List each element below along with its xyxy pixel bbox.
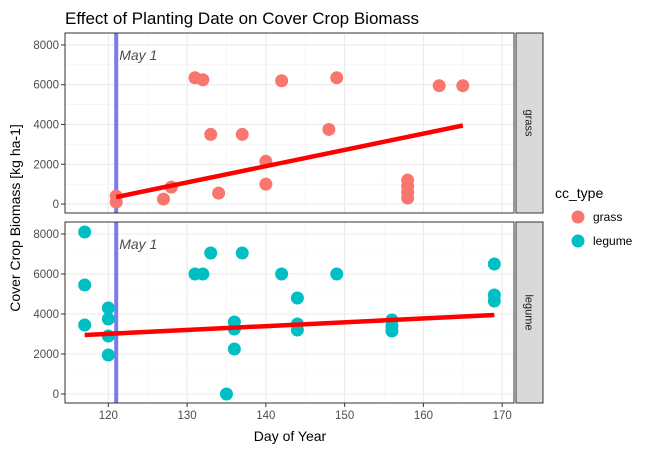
data-point-legume (487, 257, 501, 271)
data-point-grass (432, 79, 446, 93)
data-point-legume (275, 267, 289, 281)
y-tick-label: 2000 (33, 159, 59, 171)
data-point-grass (456, 79, 470, 93)
panel-grass: 0 2000 4000 6000 8000 May 1 grass (33, 32, 544, 214)
x-tick-label: 150 (335, 410, 354, 422)
data-point-legume (78, 318, 92, 332)
panel-border (64, 32, 515, 214)
panel-legume: 0 2000 4000 6000 8000 May 1 legume 120 130 140 150… (33, 221, 544, 422)
data-point-legume (385, 324, 399, 338)
y-tick-label: 4000 (33, 119, 59, 131)
data-point-grass (330, 71, 344, 85)
data-point-legume (78, 278, 92, 292)
y-tick-label: 8000 (33, 40, 59, 52)
trend-line-legume (84, 312, 495, 338)
data-point-legume (290, 291, 304, 305)
panel-border (64, 221, 515, 404)
data-point-legume (101, 348, 115, 362)
facet-strip-label: grass (523, 110, 535, 137)
x-tick-label: 160 (414, 410, 433, 422)
y-tick-label: 0 (53, 199, 59, 211)
data-point-legume (204, 246, 218, 260)
y-tick-label: 0 (53, 389, 59, 401)
data-point-grass (401, 191, 415, 205)
data-point-legume (487, 294, 501, 308)
x-tick-label: 130 (178, 410, 197, 422)
legend-key-legume (571, 234, 585, 248)
may-1-label: May 1 (119, 47, 157, 63)
data-point-grass (322, 122, 336, 136)
data-point-legume (227, 342, 241, 356)
data-point-legume (101, 312, 115, 326)
data-point-grass (259, 177, 273, 191)
x-tick-label: 120 (99, 410, 118, 422)
data-point-legume (78, 225, 92, 239)
legend-label-legume: legume (593, 234, 633, 248)
data-point-grass (204, 127, 218, 141)
y-tick-label: 6000 (33, 269, 59, 281)
chart-panels: 0 2000 4000 6000 8000 May 1 grass 0 2000 4000 6000… (33, 32, 544, 422)
y-tick-label: 2000 (33, 349, 59, 361)
x-tick-label: 140 (256, 410, 275, 422)
y-tick-label: 6000 (33, 80, 59, 92)
y-axis-title: Cover Crop Biomass [kg ha-1] (7, 124, 23, 312)
data-point-grass (212, 186, 226, 200)
trend-line-grass (115, 123, 464, 200)
y-tick-label: 4000 (33, 309, 59, 321)
x-tick-label: 170 (493, 410, 512, 422)
legend-title: cc_type (555, 185, 603, 201)
data-point-grass (235, 127, 249, 141)
facet-strip (515, 221, 544, 404)
data-point-legume (235, 246, 249, 260)
data-point-grass (196, 73, 210, 87)
legend-key-grass (571, 210, 585, 224)
data-point-legume (101, 301, 115, 315)
chart-title: Effect of Planting Date on Cover Crop Bi… (65, 9, 419, 28)
legend: cc_type grass legume (555, 185, 633, 248)
x-axis-title: Day of Year (254, 428, 327, 444)
legend-label-grass: grass (593, 210, 622, 224)
may-1-label: May 1 (119, 236, 157, 252)
data-point-grass (109, 195, 123, 209)
data-point-legume (330, 267, 344, 281)
data-point-legume (196, 267, 210, 281)
facet-strip-label: legume (523, 294, 535, 330)
data-point-grass (275, 74, 289, 88)
facet-strip (515, 32, 544, 214)
data-point-grass (156, 192, 170, 206)
y-tick-label: 8000 (33, 229, 59, 241)
data-point-legume (219, 387, 233, 401)
